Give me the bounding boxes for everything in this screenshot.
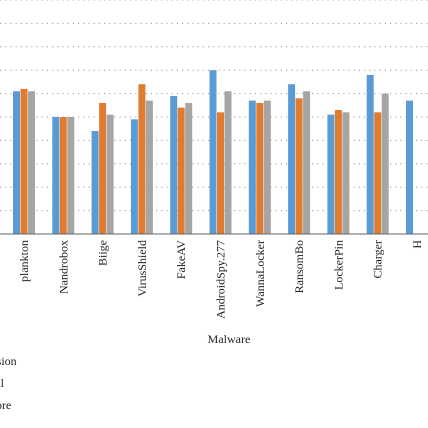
bar-fscore bbox=[342, 112, 350, 234]
bar-recall bbox=[295, 98, 303, 234]
bar-recall bbox=[59, 117, 67, 234]
x-tick-labels: plankton Nandrobox Biige VirusShield FakeAV A… bbox=[17, 240, 424, 319]
x-tick-label: RansomBo bbox=[292, 240, 306, 293]
bar-precision bbox=[288, 84, 296, 235]
x-axis-label: Malware bbox=[208, 332, 251, 346]
bar-precision bbox=[366, 74, 374, 234]
legend-label-recall: all bbox=[0, 376, 4, 390]
bar-fscore bbox=[381, 93, 389, 234]
x-tick-label: VirusShield bbox=[135, 240, 149, 297]
x-tick-label: AndroidSpy.277 bbox=[214, 240, 228, 319]
bar-precision bbox=[13, 91, 20, 234]
legend-item: cision bbox=[0, 352, 100, 374]
bar-precision bbox=[209, 70, 217, 234]
legend-item: all bbox=[0, 374, 100, 396]
bar-recall bbox=[374, 112, 382, 234]
bar-fscore bbox=[263, 100, 271, 235]
bar-precision bbox=[327, 114, 335, 234]
bar-recall bbox=[138, 84, 146, 235]
x-tick-label: LockerPin bbox=[331, 240, 345, 290]
x-tick-label: FakeAV bbox=[174, 240, 188, 279]
bar-recall bbox=[217, 112, 224, 234]
bar-precision bbox=[52, 117, 60, 234]
bars bbox=[13, 70, 413, 235]
bar-fscore bbox=[224, 91, 232, 234]
bar-precision bbox=[91, 131, 99, 234]
bar-recall bbox=[177, 107, 185, 234]
x-tick-label: Charger bbox=[371, 240, 385, 278]
bar-recall bbox=[20, 88, 28, 234]
bar-fscore bbox=[28, 91, 35, 234]
legend: cision all score bbox=[0, 352, 100, 418]
bar-precision bbox=[170, 95, 178, 234]
x-tick-label: WannaLocker bbox=[253, 240, 267, 307]
bar-precision bbox=[406, 100, 413, 235]
x-tick-label: plankton bbox=[17, 240, 31, 282]
bar-recall bbox=[334, 109, 342, 234]
bar-fscore bbox=[303, 91, 311, 234]
legend-label-fscore: score bbox=[0, 398, 12, 412]
x-tick-label: H bbox=[410, 240, 424, 249]
bar-fscore bbox=[106, 114, 114, 234]
bar-precision bbox=[130, 119, 138, 234]
legend-item: score bbox=[0, 396, 100, 418]
bar-recall bbox=[99, 102, 107, 235]
bar-fscore bbox=[185, 102, 193, 235]
x-tick-label: Biige bbox=[96, 240, 110, 266]
bar-fscore bbox=[145, 100, 153, 235]
bar-fscore bbox=[67, 117, 75, 234]
legend-label-precision: cision bbox=[0, 354, 17, 368]
bar-precision bbox=[248, 100, 256, 235]
bar-recall bbox=[256, 102, 264, 235]
x-tick-label: Nandrobox bbox=[56, 240, 70, 294]
